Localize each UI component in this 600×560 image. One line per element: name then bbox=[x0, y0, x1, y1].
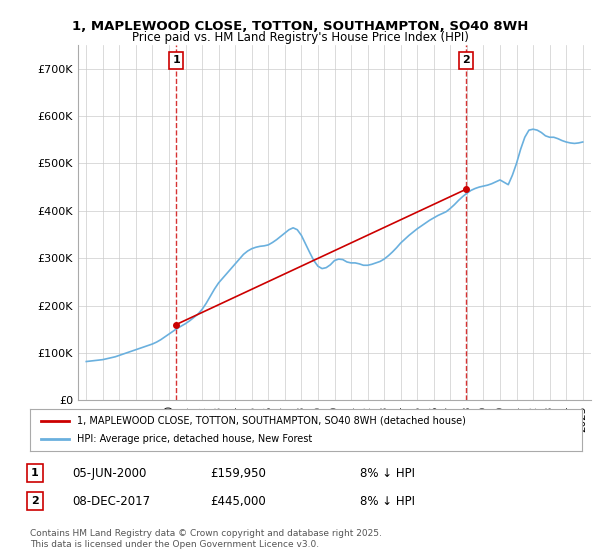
Text: 2: 2 bbox=[462, 55, 470, 66]
Text: £445,000: £445,000 bbox=[210, 494, 266, 508]
Text: HPI: Average price, detached house, New Forest: HPI: Average price, detached house, New … bbox=[77, 434, 312, 444]
Text: £159,950: £159,950 bbox=[210, 466, 266, 480]
Text: 8% ↓ HPI: 8% ↓ HPI bbox=[360, 494, 415, 508]
Text: 08-DEC-2017: 08-DEC-2017 bbox=[72, 494, 150, 508]
Text: 1, MAPLEWOOD CLOSE, TOTTON, SOUTHAMPTON, SO40 8WH (detached house): 1, MAPLEWOOD CLOSE, TOTTON, SOUTHAMPTON,… bbox=[77, 416, 466, 426]
Text: 1: 1 bbox=[31, 468, 38, 478]
Text: 05-JUN-2000: 05-JUN-2000 bbox=[72, 466, 146, 480]
Text: 1: 1 bbox=[172, 55, 180, 66]
Text: Contains HM Land Registry data © Crown copyright and database right 2025.
This d: Contains HM Land Registry data © Crown c… bbox=[30, 529, 382, 549]
Text: Price paid vs. HM Land Registry's House Price Index (HPI): Price paid vs. HM Land Registry's House … bbox=[131, 31, 469, 44]
Text: 1, MAPLEWOOD CLOSE, TOTTON, SOUTHAMPTON, SO40 8WH: 1, MAPLEWOOD CLOSE, TOTTON, SOUTHAMPTON,… bbox=[72, 20, 528, 32]
Text: 2: 2 bbox=[31, 496, 38, 506]
Text: 8% ↓ HPI: 8% ↓ HPI bbox=[360, 466, 415, 480]
